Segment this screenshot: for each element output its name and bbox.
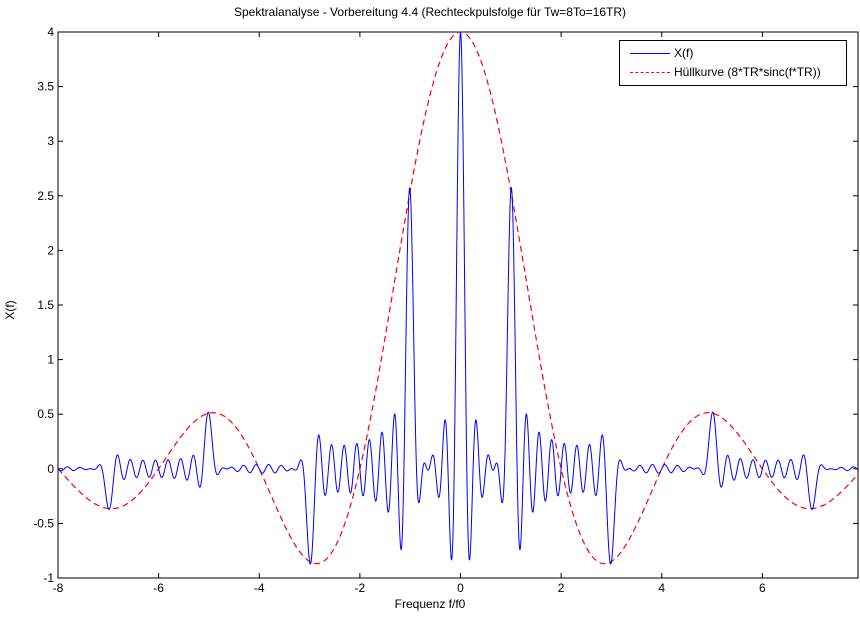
x-tick-label: 6 — [759, 581, 766, 595]
envelope-series — [57, 31, 859, 565]
x-tick-label: -8 — [53, 581, 64, 595]
y-tick-label: 1.5 — [37, 298, 54, 312]
y-tick-label: 0 — [47, 462, 54, 476]
y-tick-label: 3.5 — [37, 80, 54, 94]
y-tick-label: 4 — [47, 25, 54, 39]
envelope-line — [57, 31, 859, 565]
y-tick-label: -0.5 — [33, 516, 54, 530]
legend-label-spectrum: X(f) — [674, 46, 694, 60]
legend: X(f) Hüllkurve (8*TR*sinc(f*TR)) — [619, 40, 847, 86]
y-tick-label: -1 — [43, 571, 54, 585]
legend-swatch-envelope — [630, 72, 670, 73]
spectrum-line — [57, 31, 859, 565]
y-tick-label: 2 — [47, 243, 54, 257]
y-tick-label: 1 — [47, 353, 54, 367]
legend-item-envelope: Hüllkurve (8*TR*sinc(f*TR)) — [620, 64, 846, 82]
y-tick-label: 3 — [47, 134, 54, 148]
legend-swatch-spectrum — [630, 53, 670, 54]
x-tick-label: 2 — [558, 581, 565, 595]
chart-title: Spektralanalyse - Vorbereitung 4.4 (Rech… — [234, 5, 626, 19]
x-tick-label: 4 — [658, 581, 665, 595]
x-tick-label: 0 — [457, 581, 464, 595]
y-tick-label: 0.5 — [37, 407, 54, 421]
x-tick-label: -4 — [254, 581, 265, 595]
y-tick-label: 2.5 — [37, 189, 54, 203]
legend-item-spectrum: X(f) — [620, 45, 846, 63]
spectrum-series — [57, 31, 859, 565]
x-tick-label: -2 — [355, 581, 366, 595]
x-tick-label: -6 — [153, 581, 164, 595]
x-axis-label: Frequenz f/f0 — [394, 597, 466, 611]
legend-label-envelope: Hüllkurve (8*TR*sinc(f*TR)) — [674, 65, 821, 79]
y-axis-label: X(f) — [3, 300, 17, 320]
